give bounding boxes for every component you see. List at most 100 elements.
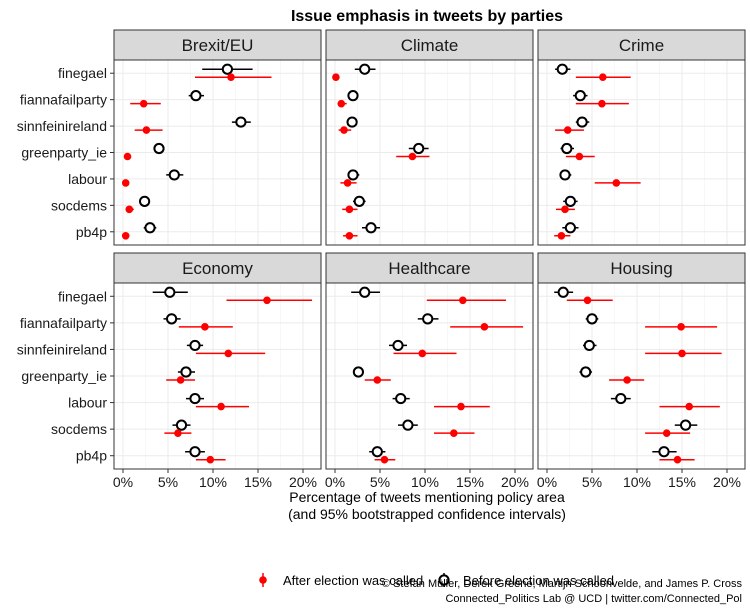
before-point-fiannafailparty bbox=[574, 90, 586, 102]
facet-strip bbox=[325, 29, 534, 61]
facet-strip bbox=[537, 29, 746, 61]
before-point-fiannafailparty bbox=[347, 90, 359, 102]
before-point-pb4p bbox=[189, 446, 201, 458]
before-point-pb4p bbox=[371, 446, 383, 458]
after-point-labour bbox=[457, 402, 465, 411]
after-point-finegael bbox=[583, 296, 592, 305]
facet-healthcare: Healthcare 0% 5% 10% 15% 20% bbox=[325, 252, 534, 490]
y-tick-label-sinnfeinireland: sinnfeinireland bbox=[17, 118, 107, 134]
y-tick-label-pb4p: pb4p bbox=[76, 448, 107, 464]
facet-brexit-eu: Brexit/EU finegael fiannafailparty sinnfein… bbox=[17, 29, 322, 246]
before-point-fiannafailparty bbox=[586, 313, 598, 325]
x-tick-label: 5% bbox=[158, 474, 178, 490]
legend-after-marker bbox=[259, 576, 267, 584]
panel-border bbox=[537, 59, 746, 246]
x-tick-label: 0% bbox=[113, 474, 133, 490]
after-point-socdems bbox=[345, 205, 354, 214]
panel-border bbox=[325, 59, 534, 246]
before-point-labour bbox=[559, 169, 571, 181]
after-point-fiannafailparty bbox=[677, 323, 685, 331]
before-point-fiannafailparty bbox=[166, 313, 178, 325]
after-point-greenparty_ie bbox=[373, 376, 382, 384]
before-point-labour bbox=[168, 169, 180, 181]
x-tick-label: 15% bbox=[668, 474, 696, 490]
after-point-finegael bbox=[459, 296, 467, 305]
x-tick-label: 15% bbox=[456, 474, 484, 490]
after-point-finegael bbox=[263, 296, 271, 305]
x-tick-label: 10% bbox=[199, 474, 227, 490]
before-point-greenparty_ie bbox=[153, 142, 165, 155]
after-point-pb4p bbox=[380, 455, 389, 464]
x-tick-label: 0% bbox=[325, 474, 345, 490]
after-point-pb4p bbox=[673, 455, 682, 464]
after-point-sinnfeinireland bbox=[340, 126, 348, 134]
x-tick-label: 5% bbox=[582, 474, 602, 490]
after-point-finegael bbox=[332, 73, 340, 82]
after-point-labour bbox=[612, 179, 621, 187]
facet-economy: Economy finegael fiannafailparty sinnfeinir… bbox=[17, 252, 322, 490]
before-point-labour bbox=[189, 392, 201, 405]
facet-strip bbox=[113, 252, 322, 284]
after-point-greenparty_ie bbox=[123, 152, 132, 161]
y-tick-label-greenparty_ie: greenparty_ie bbox=[21, 145, 107, 161]
before-point-finegael bbox=[359, 286, 371, 298]
facet-housing: Housing 0% 5% 10% 15% 20% bbox=[537, 252, 746, 490]
x-axis-title-line2: (and 95% bootstrapped confidence interva… bbox=[288, 506, 566, 522]
before-point-pb4p bbox=[144, 222, 156, 234]
after-point-labour bbox=[343, 179, 352, 187]
after-point-labour bbox=[121, 179, 130, 187]
after-point-labour bbox=[217, 402, 225, 411]
before-point-labour bbox=[615, 392, 627, 405]
before-point-fiannafailparty bbox=[190, 90, 202, 102]
facet-strip-label: Economy bbox=[182, 259, 253, 278]
before-point-sinnfeinireland bbox=[583, 339, 595, 352]
after-point-pb4p bbox=[121, 231, 130, 240]
before-point-finegael bbox=[557, 286, 569, 298]
before-point-pb4p bbox=[658, 446, 670, 458]
legend-after-label: After election was called bbox=[283, 573, 423, 588]
before-point-sinnfeinireland bbox=[346, 116, 358, 128]
after-point-pb4p bbox=[206, 455, 215, 464]
before-point-socdems bbox=[680, 419, 692, 431]
x-tick-label: 0% bbox=[537, 474, 557, 490]
after-point-greenparty_ie bbox=[575, 152, 584, 161]
after-point-socdems bbox=[174, 429, 182, 437]
before-point-finegael bbox=[556, 63, 568, 75]
before-point-greenparty_ie bbox=[580, 366, 592, 378]
y-tick-label-fiannafailparty: fiannafailparty bbox=[20, 92, 107, 108]
after-point-greenparty_ie bbox=[176, 376, 185, 384]
before-point-pb4p bbox=[564, 222, 577, 234]
y-tick-label-finegael: finegael bbox=[58, 65, 107, 81]
before-point-finegael bbox=[221, 63, 233, 75]
before-point-sinnfeinireland bbox=[235, 116, 247, 128]
after-point-fiannafailparty bbox=[201, 323, 209, 331]
x-tick-label: 10% bbox=[411, 474, 439, 490]
facet-strip-label: Healthcare bbox=[388, 259, 470, 278]
after-point-sinnfeinireland bbox=[418, 349, 427, 358]
before-point-socdems bbox=[564, 195, 577, 207]
after-point-finegael bbox=[599, 73, 607, 82]
before-point-greenparty_ie bbox=[180, 366, 192, 378]
after-point-fiannafailparty bbox=[139, 99, 148, 108]
after-point-fiannafailparty bbox=[480, 323, 489, 331]
y-tick-label-finegael: finegael bbox=[58, 288, 107, 304]
facet-panels: Brexit/EU finegael fiannafailparty sinnfein… bbox=[17, 29, 746, 490]
after-point-fiannafailparty bbox=[337, 99, 346, 108]
before-point-pb4p bbox=[365, 222, 377, 234]
after-point-pb4p bbox=[345, 231, 354, 240]
y-tick-label-labour: labour bbox=[68, 395, 107, 411]
x-tick-label: 15% bbox=[244, 474, 272, 490]
y-tick-label-sinnfeinireland: sinnfeinireland bbox=[17, 341, 107, 357]
after-point-fiannafailparty bbox=[598, 99, 606, 108]
facet-crime: Crime bbox=[537, 29, 746, 246]
before-point-fiannafailparty bbox=[422, 313, 434, 325]
y-tick-label-fiannafailparty: fiannafailparty bbox=[20, 315, 107, 331]
legend-before-label: Before election was called bbox=[463, 573, 614, 588]
before-point-socdems bbox=[139, 195, 151, 207]
legend-before-marker bbox=[438, 574, 450, 586]
before-point-sinnfeinireland bbox=[576, 116, 588, 128]
before-point-finegael bbox=[359, 63, 371, 75]
before-point-finegael bbox=[164, 286, 176, 298]
x-tick-label: 5% bbox=[370, 474, 390, 490]
facet-strip bbox=[113, 29, 322, 61]
